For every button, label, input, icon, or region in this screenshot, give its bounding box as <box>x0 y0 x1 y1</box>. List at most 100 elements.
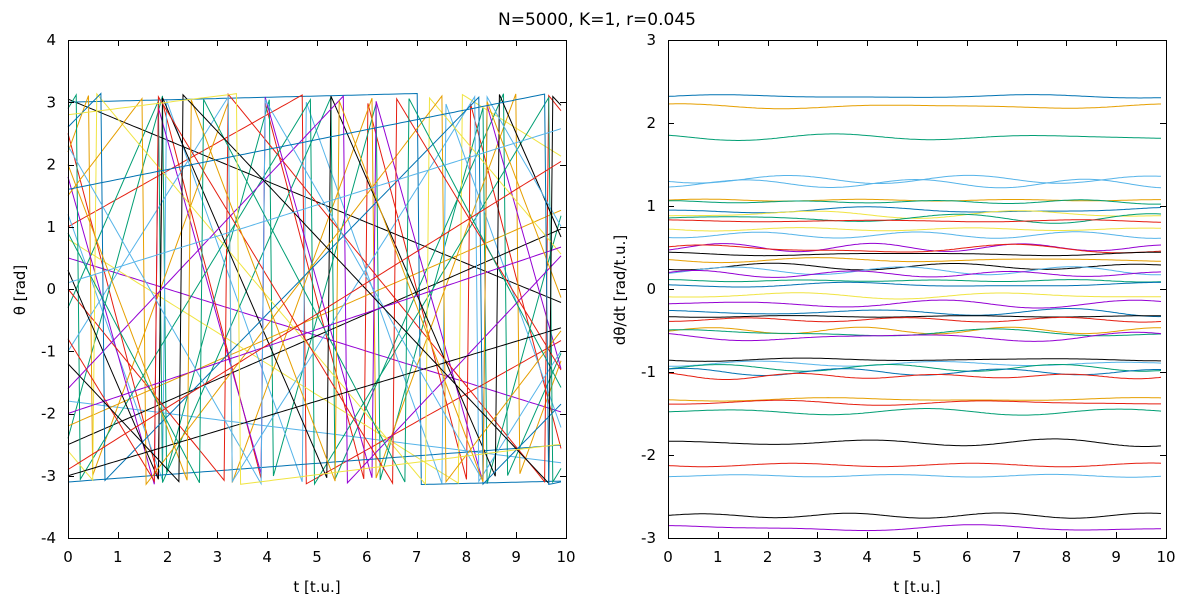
right-x-tick-label: 0 <box>663 548 673 566</box>
left-y-tick-label: -1 <box>41 342 56 360</box>
left-x-tick-label: 4 <box>262 548 272 566</box>
left-x-tick-label: 3 <box>213 548 223 566</box>
right-series-line <box>667 372 1162 380</box>
right-series-group <box>667 94 1162 532</box>
left-x-tick-label: 9 <box>511 548 521 566</box>
left-x-tick-label: 1 <box>113 548 123 566</box>
left-series-line <box>67 92 562 486</box>
right-series-line <box>668 524 1161 532</box>
right-series-line <box>668 251 1161 257</box>
figure-title: N=5000, K=1, r=0.045 <box>498 10 696 30</box>
right-y-tick-label: -2 <box>641 446 656 464</box>
left-x-tick-label: 0 <box>63 548 73 566</box>
left-series-line <box>67 160 562 470</box>
right-series-line <box>667 231 1161 239</box>
right-x-tick-label: 10 <box>1156 548 1175 566</box>
right-y-axis-label: dθ/dt [rad/t.u.] <box>611 235 629 346</box>
left-x-tick-label: 2 <box>163 548 173 566</box>
right-x-axis-label: t [t.u.] <box>893 578 940 596</box>
right-x-tick-label: 5 <box>912 548 922 566</box>
right-series-line <box>667 512 1162 519</box>
left-series-line <box>67 94 562 484</box>
left-series-line <box>67 93 562 483</box>
left-series-line <box>67 92 562 486</box>
right-series-line <box>668 292 1161 300</box>
right-series-line <box>667 357 1161 362</box>
left-series-line <box>67 246 562 414</box>
right-y-tick-label: -1 <box>641 363 656 381</box>
right-series-line <box>667 299 1162 309</box>
left-panel: 0 1 2 3 4 5 6 7 8 9 10 -4 -3 -2 -1 0 1 2 3 4 t [t.u.] θ [ra… <box>11 31 576 596</box>
right-panel: 0 1 2 3 4 5 6 7 8 9 10 -3 -2 -1 0 1 2 3 t [t.u.] dθ/dt [r… <box>611 31 1176 596</box>
right-series-line <box>667 279 1162 283</box>
left-series-line <box>67 98 562 303</box>
left-series-line <box>67 92 562 486</box>
right-x-tick-label: 6 <box>962 548 972 566</box>
left-x-tick-label: 5 <box>312 548 322 566</box>
left-series-line <box>67 95 562 485</box>
right-series-line <box>668 219 1162 223</box>
left-series-line <box>67 95 562 486</box>
right-y-tick-label: 2 <box>646 114 656 132</box>
left-x-tick-label: 10 <box>556 548 575 566</box>
left-x-tick-label: 8 <box>462 548 472 566</box>
left-y-tick-label: 2 <box>46 156 56 174</box>
right-y-tick-label: 0 <box>646 280 656 298</box>
right-series-line <box>667 315 1161 318</box>
right-series-line <box>667 462 1162 468</box>
left-x-axis-label: t [t.u.] <box>293 578 340 596</box>
right-series-line <box>667 174 1162 184</box>
right-series-line <box>667 262 1162 271</box>
right-y-tick-label: 1 <box>646 197 656 215</box>
left-series-line <box>67 93 562 483</box>
right-series-line <box>667 213 1162 224</box>
right-x-tick-label: 7 <box>1012 548 1022 566</box>
left-plot-frame <box>68 40 567 539</box>
right-series-line <box>667 308 1162 318</box>
right-plot-frame <box>668 40 1167 539</box>
right-series-line <box>667 397 1162 402</box>
right-series-line <box>667 331 1162 342</box>
right-series-line <box>667 364 1162 372</box>
left-series-line <box>67 94 562 486</box>
right-series-line <box>667 281 1161 288</box>
right-series-line <box>667 326 1161 335</box>
right-y-tick-label: 3 <box>646 31 656 49</box>
left-y-tick-label: 1 <box>46 218 56 236</box>
left-series-group <box>67 92 562 486</box>
left-y-tick-label: -3 <box>41 467 56 485</box>
right-y-tick-label: -3 <box>641 529 656 547</box>
left-y-tick-label: 3 <box>46 93 56 111</box>
right-series-line <box>667 103 1161 110</box>
left-series-line <box>67 93 562 485</box>
left-y-tick-label: 0 <box>46 280 56 298</box>
right-series-line <box>667 270 1162 278</box>
right-series-line <box>667 227 1162 232</box>
left-y-tick-label: 4 <box>46 31 56 49</box>
left-series-line <box>67 228 562 446</box>
right-series-line <box>667 243 1162 254</box>
left-series-line <box>67 128 562 284</box>
left-series-line <box>67 94 562 485</box>
right-x-tick-label: 9 <box>1111 548 1121 566</box>
right-series-line <box>668 199 1161 205</box>
left-x-tick-label: 7 <box>412 548 422 566</box>
right-x-tick-label: 4 <box>862 548 872 566</box>
left-y-tick-label: -4 <box>41 529 56 547</box>
right-series-line <box>667 178 1162 189</box>
right-series-line <box>668 399 1161 406</box>
right-x-tick-label: 1 <box>713 548 723 566</box>
right-series-line <box>667 133 1162 141</box>
right-series-line <box>668 360 1162 367</box>
left-series-line <box>67 98 562 484</box>
left-y-axis-label: θ [rad] <box>11 265 29 316</box>
right-series-line <box>667 408 1162 416</box>
left-series-line <box>67 93 562 486</box>
right-series-line <box>668 210 1161 219</box>
left-series-line <box>67 93 562 485</box>
right-x-tick-label: 2 <box>763 548 773 566</box>
right-series-line <box>667 257 1161 264</box>
left-y-tick-label: -2 <box>41 405 56 423</box>
right-series-line <box>667 266 1162 276</box>
